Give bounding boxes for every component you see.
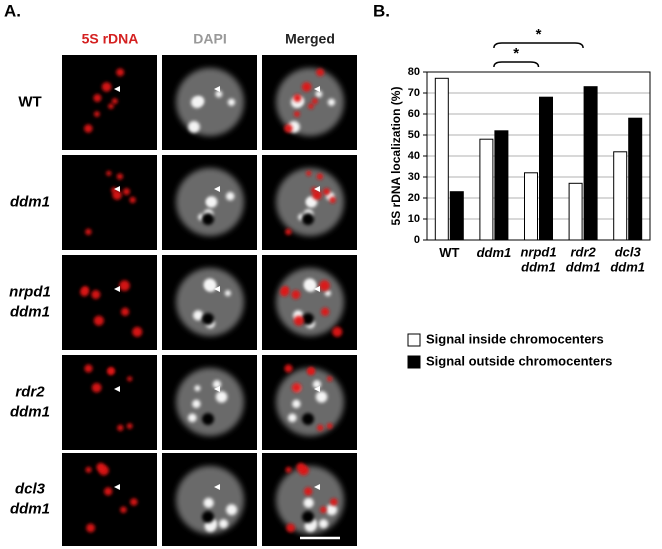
row-label: nrpd1 ddm1 bbox=[9, 283, 51, 320]
bar bbox=[613, 151, 628, 241]
micrograph bbox=[62, 155, 157, 250]
bar bbox=[434, 77, 449, 241]
y-tick-label: 30 bbox=[408, 171, 420, 183]
legend-swatch bbox=[407, 333, 421, 347]
bar bbox=[568, 182, 583, 241]
row-label: rdr2 ddm1 bbox=[10, 383, 50, 420]
x-tick-label: rdr2 ddm1 bbox=[566, 245, 601, 275]
bar bbox=[494, 130, 509, 241]
x-tick-label: dcl3 ddm1 bbox=[610, 245, 645, 275]
column-header: Merged bbox=[285, 31, 335, 47]
y-tick-label: 60 bbox=[408, 108, 420, 120]
bar bbox=[583, 86, 598, 241]
panel-label: A. bbox=[4, 1, 21, 20]
significance-bracket bbox=[493, 42, 584, 49]
legend-swatch bbox=[407, 355, 421, 369]
row-label: dcl3 ddm1 bbox=[10, 480, 50, 517]
bar bbox=[479, 138, 494, 241]
y-tick-label: 20 bbox=[408, 192, 420, 204]
bar bbox=[628, 117, 643, 241]
panel-label: B. bbox=[373, 1, 390, 20]
micrograph bbox=[62, 453, 157, 546]
column-header: DAPI bbox=[193, 31, 226, 47]
x-tick-label: WT bbox=[439, 245, 459, 260]
legend-label: Signal inside chromocenters bbox=[426, 331, 604, 346]
bar bbox=[449, 191, 464, 241]
x-tick-label: nrpd1 ddm1 bbox=[520, 245, 556, 275]
bar bbox=[539, 96, 553, 241]
plot-frame bbox=[426, 71, 651, 241]
micrograph bbox=[62, 255, 157, 350]
bar bbox=[524, 172, 538, 241]
micrograph bbox=[62, 55, 157, 150]
y-tick-label: 50 bbox=[408, 129, 420, 141]
y-tick-label: 70 bbox=[408, 87, 420, 99]
significance-label: * bbox=[513, 45, 519, 62]
significance-bracket bbox=[493, 61, 540, 68]
y-tick-label: 10 bbox=[408, 213, 420, 225]
row-label: WT bbox=[18, 93, 41, 110]
significance-label: * bbox=[536, 26, 542, 43]
y-tick-label: 80 bbox=[408, 66, 420, 78]
y-axis-label: 5S rDNA localization (%) bbox=[389, 87, 403, 226]
y-tick-label: 0 bbox=[414, 234, 420, 246]
y-tick-label: 40 bbox=[408, 150, 420, 162]
x-tick-label: ddm1 bbox=[477, 245, 512, 260]
legend-label: Signal outside chromocenters bbox=[426, 353, 612, 368]
column-header: 5S rDNA bbox=[82, 31, 139, 47]
row-label: ddm1 bbox=[10, 193, 50, 210]
